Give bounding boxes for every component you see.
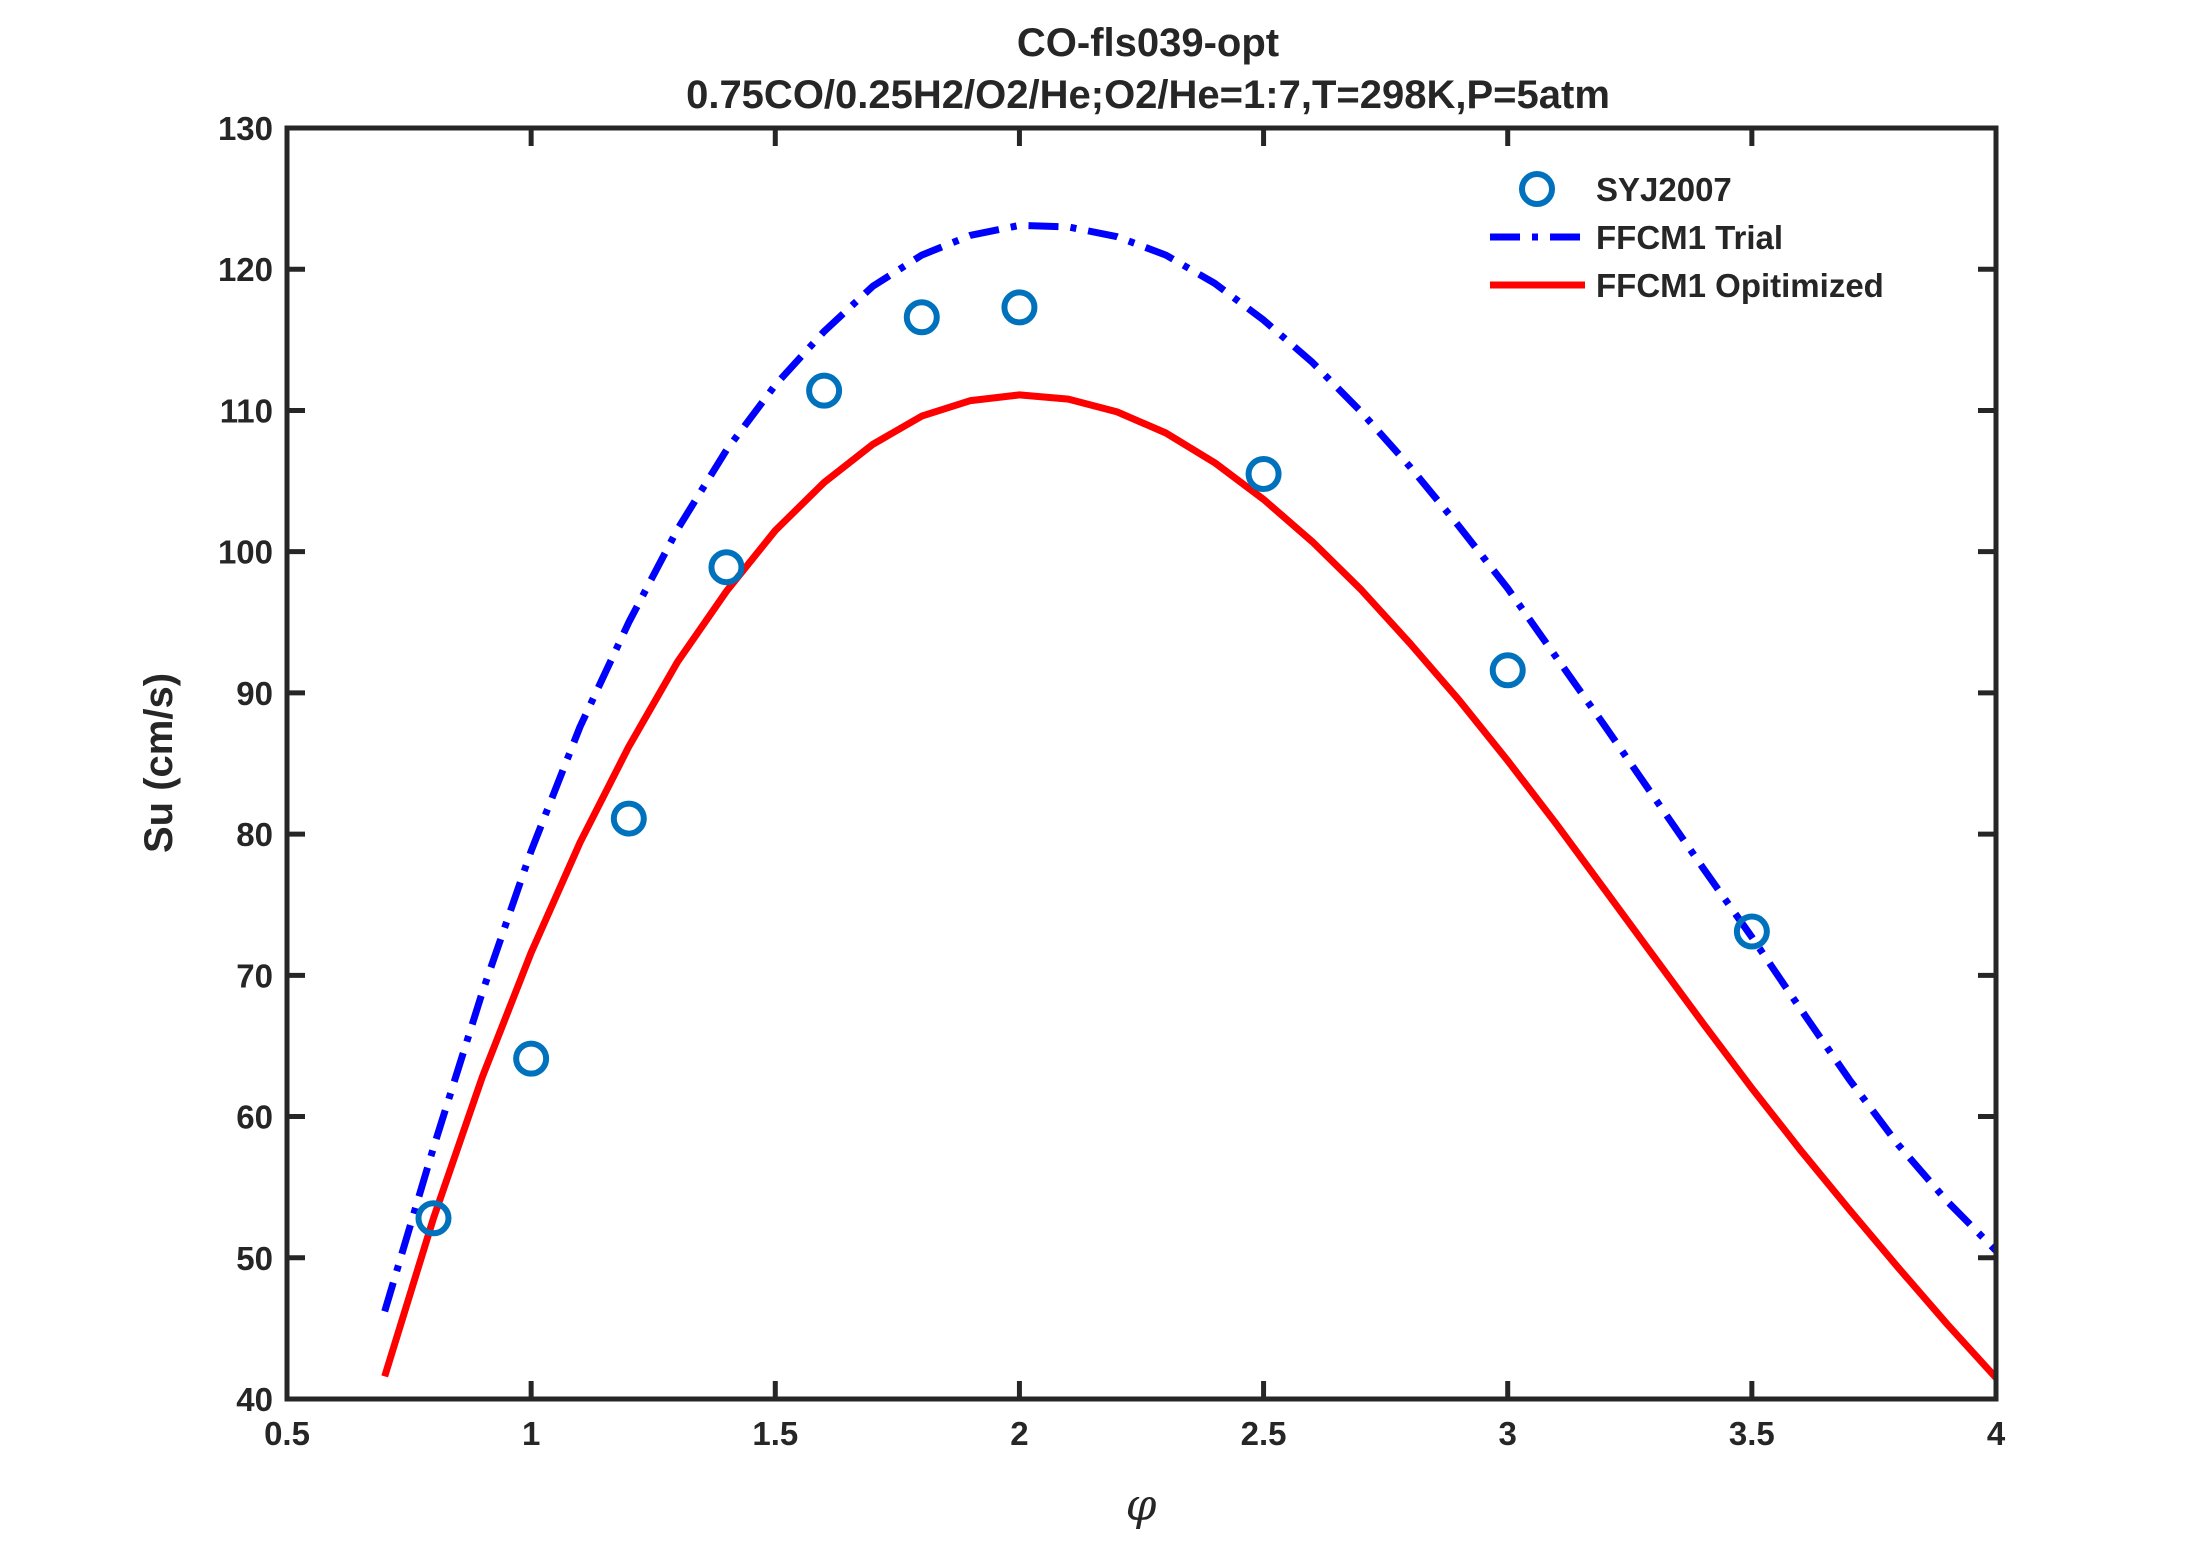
x-tick-label: 4 bbox=[1987, 1415, 2006, 1452]
plot-area bbox=[287, 128, 1996, 1399]
y-axis-label: Su (cm/s) bbox=[137, 673, 181, 853]
data-point bbox=[1245, 455, 1282, 492]
data-point bbox=[806, 372, 843, 409]
plot-frame bbox=[284, 125, 1999, 1402]
x-tick-label: 1 bbox=[522, 1415, 540, 1452]
y-tick-label: 80 bbox=[236, 816, 273, 853]
y-tick-label: 50 bbox=[236, 1240, 273, 1277]
y-tick-label: 110 bbox=[220, 392, 273, 429]
y-tick-label: 130 bbox=[218, 110, 273, 147]
series-line-1 bbox=[381, 221, 1999, 1313]
x-tick-label: 3 bbox=[1499, 1415, 1517, 1452]
tick-layer: 0.5 1 1.5 2 2.5 3 3.5 4 40 50 60 70 80 90 100 110 120 130 bbox=[218, 110, 2006, 1452]
legend: SYJ2007 FFCM1 Trial FFCM1 Opitimized bbox=[1490, 171, 1884, 304]
y-tick-label: 70 bbox=[236, 957, 273, 994]
legend-label: FFCM1 Trial bbox=[1596, 219, 1783, 256]
x-tick-label: 2 bbox=[1010, 1415, 1028, 1452]
data-point bbox=[415, 1200, 452, 1237]
series-line-2 bbox=[381, 391, 1999, 1381]
series-layer bbox=[381, 221, 1999, 1381]
y-tick-label: 100 bbox=[218, 534, 273, 571]
x-tick-label: 0.5 bbox=[264, 1415, 310, 1452]
y-tick-label: 90 bbox=[236, 675, 273, 712]
data-point bbox=[513, 1040, 550, 1077]
y-tick-label: 40 bbox=[236, 1381, 273, 1418]
data-point bbox=[1001, 289, 1038, 326]
legend-label: SYJ2007 bbox=[1596, 171, 1732, 208]
data-point bbox=[708, 549, 745, 586]
legend-label: FFCM1 Opitimized bbox=[1596, 267, 1884, 304]
data-point bbox=[1489, 652, 1526, 689]
data-point bbox=[1733, 913, 1770, 950]
x-tick-label: 3.5 bbox=[1729, 1415, 1775, 1452]
legend-marker bbox=[1519, 171, 1555, 207]
chart-subtitle: 0.75CO/0.25H2/O2/He;O2/He=1:7,T=298K,P=5… bbox=[686, 73, 1610, 117]
y-tick-label: 120 bbox=[218, 251, 273, 288]
data-point bbox=[903, 299, 940, 336]
x-axis-label: φ bbox=[1126, 1480, 1157, 1531]
y-tick-label: 60 bbox=[236, 1099, 273, 1136]
x-tick-label: 1.5 bbox=[752, 1415, 798, 1452]
chart-title: CO-fls039-opt bbox=[1017, 21, 1279, 65]
x-tick-label: 2.5 bbox=[1241, 1415, 1287, 1452]
data-point bbox=[610, 800, 647, 837]
